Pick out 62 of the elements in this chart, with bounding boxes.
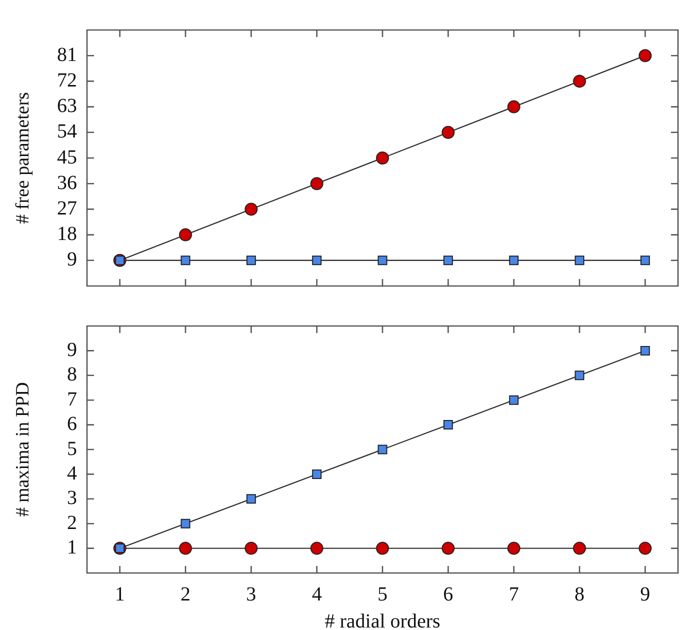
point: [179, 542, 192, 555]
point: [378, 444, 388, 454]
point: [640, 256, 650, 266]
y-tick-label: 81: [57, 44, 77, 66]
point: [378, 256, 388, 266]
y-tick-label: 18: [57, 223, 77, 246]
y-tick-label: 45: [57, 146, 77, 168]
y-tick-label: 9: [67, 248, 77, 271]
point: [312, 256, 322, 266]
y-tick-label: 2: [67, 512, 77, 534]
y-axis-title: # maxima in PPD: [12, 382, 34, 517]
point: [443, 256, 453, 266]
point: [573, 542, 586, 555]
point: [574, 256, 584, 266]
point: [376, 152, 389, 164]
point: [638, 542, 652, 555]
point: [442, 126, 455, 139]
point: [638, 49, 652, 62]
point: [509, 395, 519, 405]
point: [640, 346, 650, 356]
y-tick-label: 54: [57, 120, 77, 143]
point: [246, 256, 256, 266]
x-tick-label: 5: [378, 583, 388, 606]
y-tick-label: 9: [67, 338, 77, 361]
y-tick-label: 5: [67, 438, 77, 460]
x-axis-title: # radial orders: [324, 610, 440, 630]
point: [574, 370, 584, 380]
point: [507, 100, 520, 114]
point: [507, 542, 520, 555]
y-axis-title: # free parameters: [12, 92, 34, 224]
point: [442, 542, 455, 555]
y-tick-label: 36: [57, 172, 77, 194]
y-tick-label: 6: [67, 413, 77, 436]
point: [376, 542, 389, 555]
y-tick-label: 63: [57, 95, 77, 118]
point: [179, 228, 192, 242]
x-tick-label: 6: [443, 583, 454, 606]
point: [443, 420, 453, 430]
x-tick-label: 3: [246, 583, 256, 606]
y-tick-label: 7: [67, 388, 77, 410]
point: [244, 202, 258, 216]
y-tick-label: 1: [67, 536, 77, 559]
point: [509, 256, 519, 266]
point: [180, 518, 190, 528]
x-tick-label: 8: [574, 583, 584, 606]
x-tick-label: 4: [312, 583, 322, 606]
point: [244, 542, 258, 555]
point: [180, 256, 190, 266]
x-tick-label: 7: [508, 583, 519, 606]
y-tick-label: 27: [57, 197, 77, 220]
point: [310, 177, 324, 190]
point: [573, 74, 586, 88]
y-tick-label: 72: [57, 69, 77, 92]
point: [246, 494, 256, 504]
x-tick-label: 1: [114, 583, 125, 606]
y-tick-label: 4: [67, 462, 77, 484]
point: [310, 542, 324, 555]
point: [312, 469, 322, 479]
x-tick-label: 2: [180, 583, 190, 606]
x-tick-label: 9: [640, 583, 650, 606]
y-tick-label: 8: [67, 364, 77, 386]
y-tick-label: 3: [67, 487, 77, 510]
